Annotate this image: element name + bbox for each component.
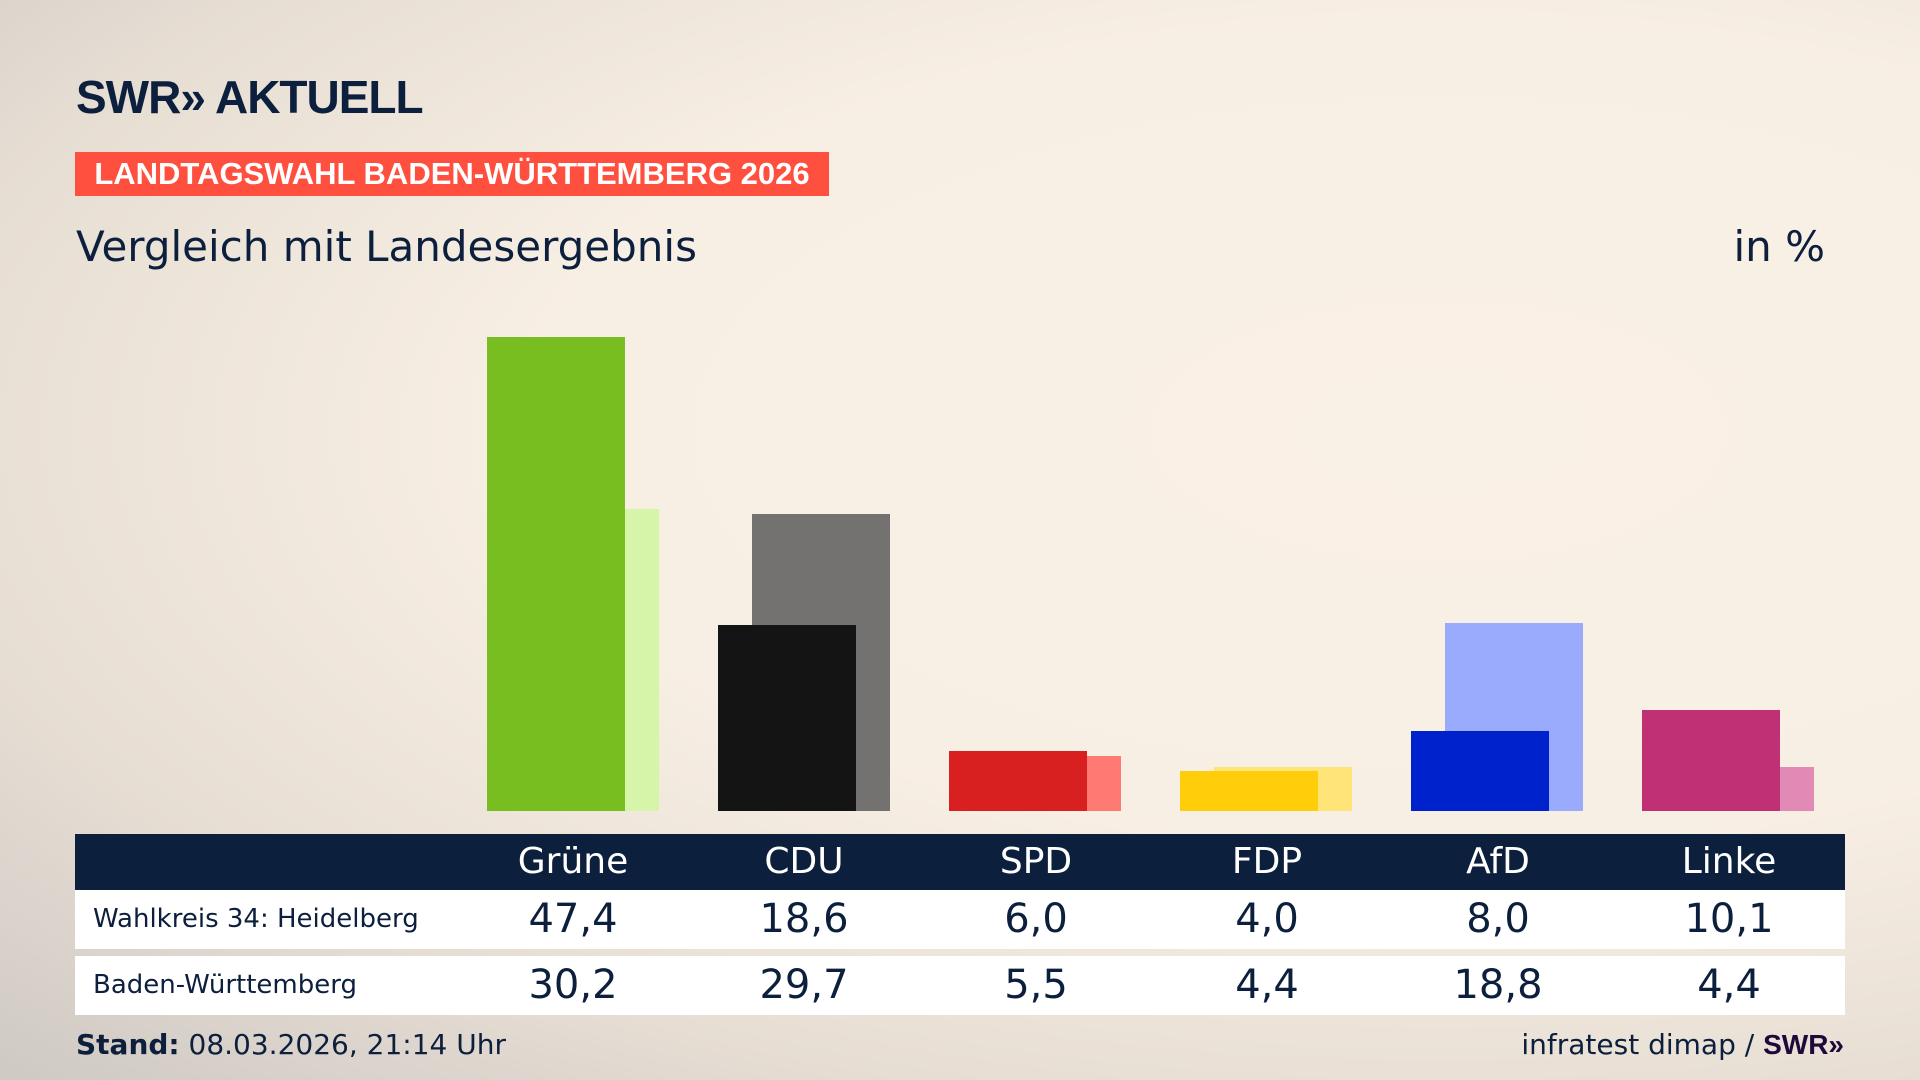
party-header: FDP: [1231, 841, 1303, 882]
value-cell: 10,1: [1684, 896, 1774, 942]
value-cell: 18,6: [759, 896, 849, 942]
swr-logo: SWR»: [1763, 1029, 1844, 1060]
table-row: Wahlkreis 34: Heidelberg 47,4 18,6 6,0 4…: [75, 890, 1845, 949]
party-header: CDU: [764, 841, 844, 882]
value-cell: 6,0: [1004, 896, 1068, 942]
party-header: AfD: [1466, 841, 1530, 882]
row-label: Baden-Württemberg: [93, 970, 357, 1000]
stand-label: Stand:: [76, 1028, 180, 1061]
timestamp: Stand: 08.03.2026, 21:14 Uhr: [76, 1028, 506, 1061]
table-row: Baden-Württemberg 30,2 29,7 5,5 4,4 18,8…: [75, 956, 1845, 1015]
stand-value: 08.03.2026, 21:14 Uhr: [179, 1028, 506, 1061]
value-cell: 4,0: [1235, 896, 1299, 942]
value-cell: 4,4: [1235, 962, 1299, 1008]
value-cell: 18,8: [1453, 962, 1543, 1008]
bar-grüne-wahlkreis: [487, 337, 625, 811]
bar-fdp-wahlkreis: [1180, 771, 1318, 811]
bar-linke-wahlkreis: [1642, 710, 1780, 811]
value-cell: 30,2: [528, 962, 618, 1008]
election-banner: LANDTAGSWAHL BADEN-WÜRTTEMBERG 2026: [75, 152, 829, 196]
bar-spd-wahlkreis: [949, 751, 1087, 811]
value-cell: 4,4: [1697, 962, 1761, 1008]
value-cell: 47,4: [528, 896, 618, 942]
chart-subtitle: Vergleich mit Landesergebnis: [76, 222, 697, 271]
bar-cdu-wahlkreis: [718, 625, 856, 811]
party-header: Grüne: [517, 841, 629, 882]
row-label: Wahlkreis 34: Heidelberg: [93, 904, 419, 934]
bar-chart: [487, 337, 1814, 811]
party-header: SPD: [999, 841, 1073, 882]
source-text: infratest dimap /: [1521, 1028, 1764, 1061]
value-cell: 5,5: [1004, 962, 1068, 1008]
swr-aktuell-logo: SWR» AKTUELL: [76, 71, 424, 123]
value-cell: 29,7: [759, 962, 849, 1008]
bar-afd-wahlkreis: [1411, 731, 1549, 811]
party-header: Linke: [1681, 841, 1777, 882]
unit-label: in %: [1733, 222, 1825, 271]
table-header: Grüne CDU SPD FDP AfD Linke: [75, 834, 1845, 890]
source: infratest dimap / SWR»: [1521, 1028, 1844, 1061]
value-cell: 8,0: [1466, 896, 1530, 942]
